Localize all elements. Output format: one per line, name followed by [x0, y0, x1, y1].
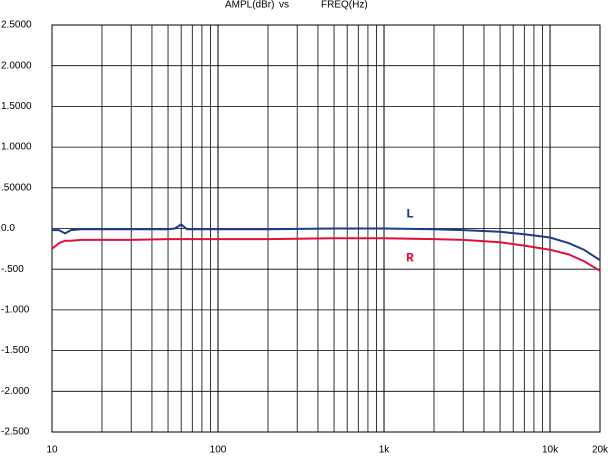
x-tick-label: 10	[46, 445, 58, 456]
series-label: L	[406, 206, 414, 221]
y-tick-label: -1.500	[1, 345, 30, 356]
x-tick-label: 1k	[379, 445, 391, 456]
plot-frame	[51, 24, 601, 433]
series-line	[52, 223, 601, 262]
y-tick-label: .50000	[1, 182, 32, 193]
title-vs: vs	[279, 0, 289, 11]
y-tick-label: 1.0000	[1, 142, 32, 153]
y-tick-label: -2.500	[1, 427, 30, 438]
title-ampl: AMPL(dBr)	[225, 0, 274, 11]
x-tick-label: 20k	[592, 445, 608, 456]
series-label: R	[406, 250, 414, 265]
x-tick-label: 10k	[542, 445, 559, 456]
y-tick-label: -1.000	[1, 305, 30, 316]
series-line	[51, 237, 601, 272]
y-tick-label: 0.0	[1, 223, 15, 234]
y-tick-label: -2.000	[1, 386, 30, 397]
x-tick-label: 100	[210, 445, 227, 456]
title-freq: FREQ(Hz)	[321, 0, 368, 11]
y-tick-label: -.500	[1, 264, 24, 275]
y-tick-label: 2.5000	[1, 20, 32, 31]
y-tick-label: 2.0000	[1, 60, 32, 71]
y-tick-label: 1.5000	[1, 101, 32, 112]
